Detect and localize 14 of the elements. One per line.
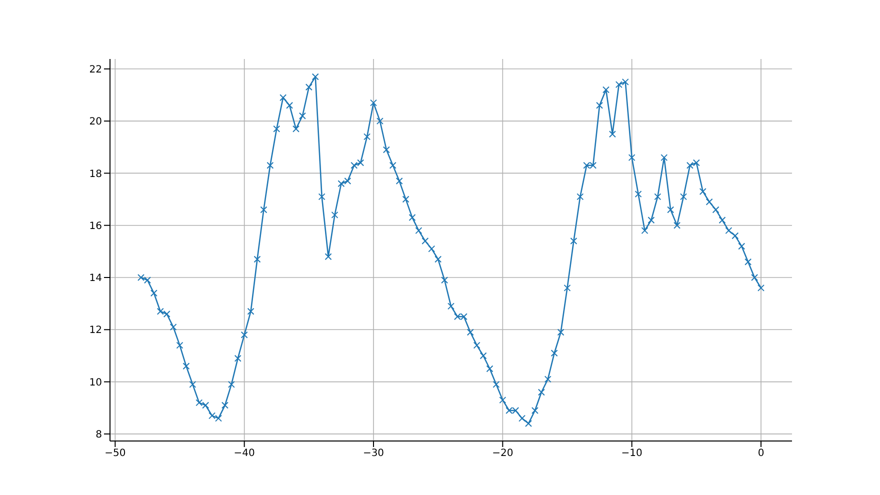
y-tick-label: 18 <box>89 168 102 180</box>
y-tick-label: 12 <box>89 325 102 336</box>
x-tick-label: −50 <box>104 448 126 460</box>
y-tick-label: 8 <box>96 430 102 441</box>
x-tick-label: −10 <box>621 448 642 460</box>
x-tick-label: −20 <box>492 448 514 460</box>
x-tick-label: −30 <box>362 448 384 460</box>
y-tick-label: 16 <box>89 220 102 232</box>
y-tick-label: 14 <box>89 273 102 284</box>
x-tick-label: −40 <box>234 448 255 460</box>
x-tick-label: 0 <box>758 448 764 460</box>
y-tick-label: 22 <box>89 64 102 76</box>
y-tick-label: 20 <box>89 116 102 128</box>
y-tick-label: 10 <box>89 377 102 388</box>
